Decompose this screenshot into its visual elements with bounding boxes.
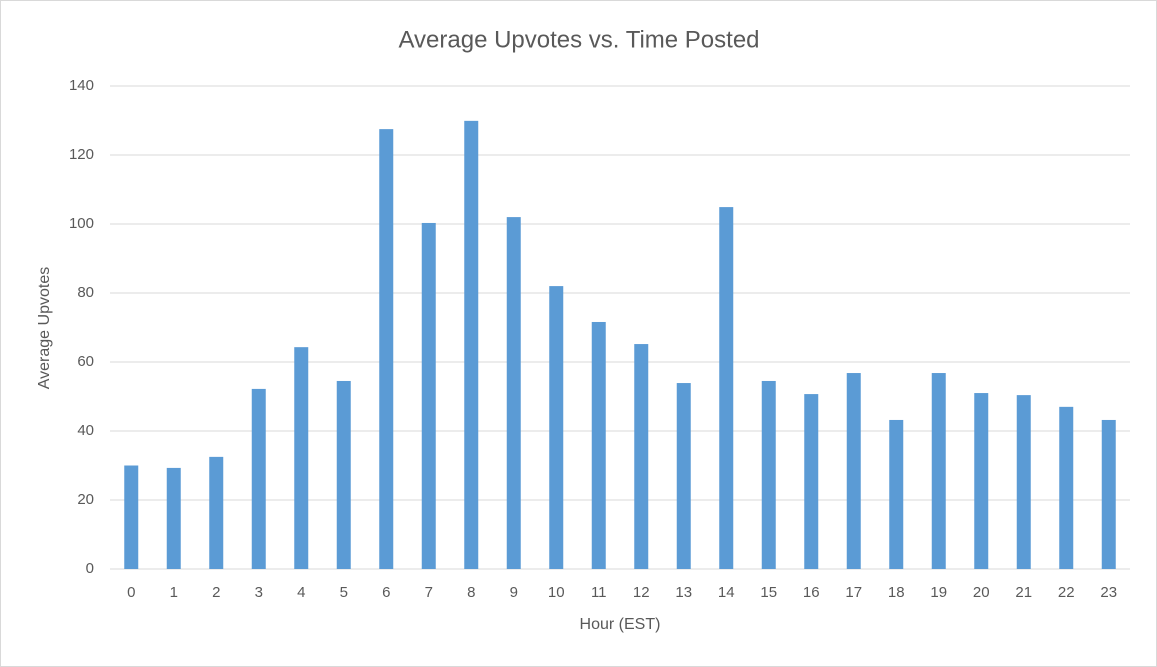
x-tick-label: 21 xyxy=(1015,584,1032,601)
x-axis-label: Hour (EST) xyxy=(580,616,661,633)
bar xyxy=(1016,395,1031,569)
bar xyxy=(846,373,861,569)
bar xyxy=(719,207,734,569)
x-tick-label: 15 xyxy=(760,584,777,601)
y-axis-label: Average Upvotes xyxy=(36,267,53,389)
y-tick-label: 120 xyxy=(69,146,94,163)
x-tick-label: 0 xyxy=(127,584,135,601)
y-tick-label: 140 xyxy=(69,77,94,94)
x-tick-label: 10 xyxy=(548,584,565,601)
x-tick-label: 16 xyxy=(803,584,820,601)
bar xyxy=(676,383,691,569)
chart-title: Average Upvotes vs. Time Posted xyxy=(398,26,759,53)
bar xyxy=(1059,406,1074,569)
y-tick-label: 100 xyxy=(69,215,94,232)
bar xyxy=(974,393,989,569)
x-tick-label: 3 xyxy=(255,584,263,601)
bar xyxy=(294,347,309,569)
y-tick-label: 80 xyxy=(77,284,94,301)
bar xyxy=(336,380,351,569)
bar xyxy=(251,388,266,569)
x-tick-label: 12 xyxy=(633,584,650,601)
y-tick-label: 60 xyxy=(77,353,94,370)
x-tick-label: 23 xyxy=(1100,584,1117,601)
x-tick-label: 5 xyxy=(340,584,348,601)
bar xyxy=(1101,419,1116,569)
bar xyxy=(506,217,521,569)
bar xyxy=(209,456,224,569)
x-tick-label: 11 xyxy=(591,584,607,601)
x-tick-label: 17 xyxy=(845,584,862,601)
x-tick-label: 18 xyxy=(888,584,905,601)
bar xyxy=(804,394,819,569)
y-tick-label: 20 xyxy=(77,491,94,508)
bar xyxy=(889,419,904,569)
bar xyxy=(761,380,776,569)
bar xyxy=(549,286,564,569)
x-tick-label: 2 xyxy=(212,584,220,601)
bar xyxy=(591,321,606,569)
x-tick-label: 4 xyxy=(297,584,305,601)
x-tick-label: 19 xyxy=(930,584,947,601)
bar xyxy=(464,120,479,569)
bar xyxy=(124,465,139,569)
x-tick-label: 14 xyxy=(718,584,735,601)
y-tick-label: 40 xyxy=(77,422,94,439)
x-tick-label: 22 xyxy=(1058,584,1075,601)
y-tick-label: 0 xyxy=(86,560,94,577)
bar xyxy=(379,129,394,569)
x-tick-label: 8 xyxy=(467,584,475,601)
bar xyxy=(931,373,946,569)
x-tick-label: 20 xyxy=(973,584,990,601)
x-tick-label: 9 xyxy=(510,584,518,601)
bar xyxy=(421,222,436,569)
x-tick-label: 6 xyxy=(382,584,390,601)
bar xyxy=(634,344,649,569)
x-tick-label: 13 xyxy=(675,584,692,601)
x-tick-label: 1 xyxy=(170,584,178,601)
bar xyxy=(166,467,181,569)
x-tick-label: 7 xyxy=(425,584,433,601)
